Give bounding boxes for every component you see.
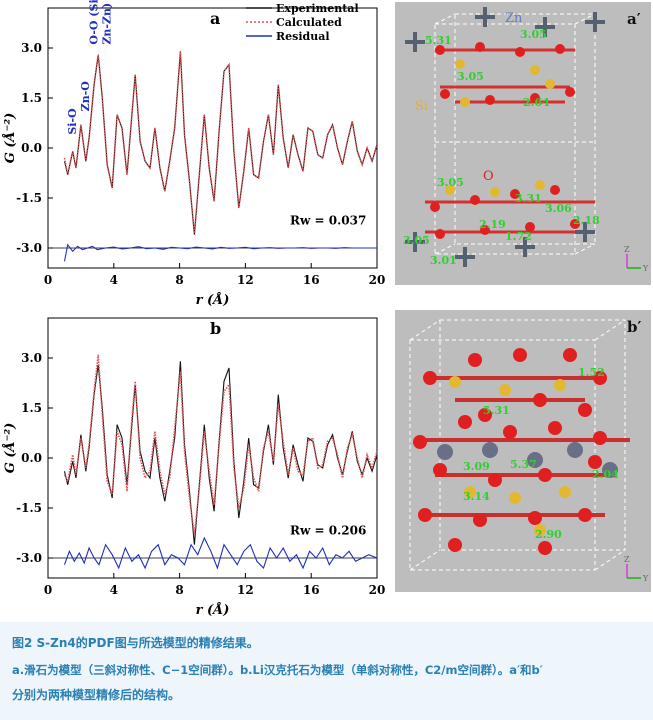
zn-label: Zn: [505, 11, 523, 26]
distance-label: 1.72: [505, 230, 532, 243]
structure-b-prime: 1.52 5.31 3.09 5.37 3.14 2.04 2.90 b′ Z …: [395, 310, 651, 592]
zn-atoms: [405, 7, 605, 267]
plot-frame: [47, 7, 378, 269]
panel-label: b: [210, 319, 221, 338]
distance-label: 3.05: [403, 234, 430, 247]
distance-label: 5.31: [425, 34, 452, 47]
distance-label: 3.05: [520, 28, 547, 41]
bond-annotation: Zn-O: [79, 81, 92, 112]
x-tick-label: 8: [175, 583, 183, 597]
y-tick-label: 0.0: [21, 141, 42, 155]
distance-label: 3.06: [545, 202, 572, 215]
series-experimental-line: [63, 361, 378, 545]
structure-a-prime: Zn Si O 5.31 3.05 3.05 2.64 3.05 3.31 2.…: [395, 2, 651, 285]
plot-frame: [47, 317, 378, 579]
x-tick-label: 0: [44, 583, 52, 597]
rw-value: Rw = 0.037: [290, 214, 366, 228]
structure-b-svg: 1.52 5.31 3.09 5.37 3.14 2.04 2.90 b′ Z …: [409, 318, 649, 583]
x-axis-label: r (Å): [196, 602, 230, 618]
series-residual-line: [63, 536, 378, 570]
y-tick-label: 1.5: [21, 91, 42, 105]
legend-entry: Residual: [276, 30, 330, 43]
distance-label: 3.05: [457, 70, 484, 83]
distance-label: 5.37: [510, 458, 537, 471]
x-tick-label: 20: [369, 583, 386, 597]
distance-label: 3.31: [515, 192, 542, 205]
y-axis-label: G (Å⁻²): [2, 423, 18, 474]
series-calculated-line: [63, 354, 378, 535]
rw-value: Rw = 0.206: [290, 524, 366, 538]
series-residual-line: [63, 243, 377, 262]
figure-caption: 图2 S-Zn4的PDF图与所选模型的精修结果。 a.滑石为模型（三斜对称性、C…: [0, 622, 653, 720]
distance-label: 5.31: [483, 404, 510, 417]
bond-annotation: Si-O: [66, 108, 79, 135]
x-tick-label: 8: [175, 273, 183, 287]
pdf-chart-a: -3.0 -1.5 0.0 1.5 3.0 0 4 8 12 16 20 r (Å) G (Å⁻²) a R…: [0, 0, 390, 310]
legend-entry: Calculated: [276, 16, 342, 29]
si-atoms: [449, 376, 571, 536]
si-atoms: [445, 59, 555, 197]
x-tick-label: 16: [303, 583, 320, 597]
structure-a-svg: Zn Si O 5.31 3.05 3.05 2.64 3.05 3.31 2.…: [403, 7, 649, 273]
distance-label: 2.64: [523, 96, 550, 109]
distance-label: 3.09: [463, 460, 490, 473]
y-tick-label: 3.0: [21, 41, 42, 55]
y-tick-label: -3.0: [16, 551, 42, 565]
bond-annotation: O-O (Si-Si,: [87, 0, 100, 45]
distance-label: 3.01: [430, 254, 457, 267]
y-tick-label: 1.5: [21, 401, 42, 415]
axis-y-label: Y: [642, 264, 649, 273]
distance-label: 2.18: [573, 214, 600, 227]
axis-z-label: Z: [624, 245, 630, 254]
y-axis-label: G (Å⁻²): [2, 113, 18, 164]
chart-b-svg: -3.0 -1.5 0.0 1.5 3.0 0 4 8 12 16 20 r (Å) G (Å⁻²) b R…: [2, 317, 386, 618]
o-label: O: [483, 169, 494, 184]
x-tick-label: 4: [110, 583, 118, 597]
chart-a-svg: -3.0 -1.5 0.0 1.5 3.0 0 4 8 12 16 20 r (Å) G (Å⁻²) a R…: [2, 0, 386, 308]
o-atoms: [430, 42, 580, 239]
caption-line-3: 分别为两种模型精修后的结构。: [12, 688, 181, 702]
distance-label: 3.14: [463, 490, 490, 503]
distance-label: 2.04: [592, 468, 619, 481]
axis-z-label: Z: [624, 555, 630, 564]
x-tick-label: 16: [303, 273, 320, 287]
distance-label: 3.05: [437, 176, 464, 189]
axis-y-label: Y: [642, 574, 649, 583]
si-label: Si: [415, 99, 428, 114]
x-tick-label: 0: [44, 273, 52, 287]
structure-b-label: b′: [627, 318, 641, 336]
y-tick-label: 0.0: [21, 451, 42, 465]
zn-atoms: [437, 442, 618, 478]
y-tick-label: -3.0: [16, 241, 42, 255]
x-tick-label: 12: [237, 583, 254, 597]
bond-annotation: Zn-Zn): [101, 3, 114, 45]
y-tick-label: -1.5: [16, 501, 42, 515]
caption-line-2: a.滑石为模型（三斜对称性、C−1空间群）。b.Li汉克托石为模型（单斜对称性，…: [12, 663, 543, 677]
x-axis-label: r (Å): [196, 292, 230, 308]
x-tick-label: 4: [110, 273, 118, 287]
legend-entry: Experimental: [276, 2, 359, 15]
y-tick-label: 3.0: [21, 351, 42, 365]
distance-label: 1.52: [578, 366, 605, 379]
structure-a-label: a′: [627, 10, 641, 28]
series-experimental-line: [63, 51, 378, 235]
o-atoms: [413, 348, 607, 555]
panel-label: a: [210, 9, 220, 28]
y-tick-label: -1.5: [16, 191, 42, 205]
x-tick-label: 20: [369, 273, 386, 287]
x-tick-label: 12: [237, 273, 254, 287]
caption-title: 图2 S-Zn4的PDF图与所选模型的精修结果。: [12, 636, 259, 650]
distance-label: 2.90: [535, 528, 562, 541]
distance-label: 2.19: [479, 218, 506, 231]
pdf-chart-b: -3.0 -1.5 0.0 1.5 3.0 0 4 8 12 16 20 r (Å) G (Å⁻²) b R…: [0, 310, 390, 620]
series-calculated-line: [63, 51, 378, 235]
